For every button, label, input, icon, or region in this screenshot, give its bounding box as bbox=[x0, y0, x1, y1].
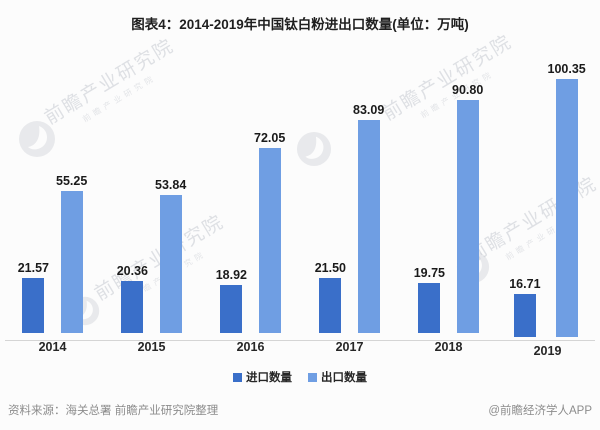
x-axis-label-2014: 2014 bbox=[38, 340, 67, 355]
import-bar-2019 bbox=[513, 294, 536, 338]
bar-pair-2019: 16.71 100.35 bbox=[498, 62, 597, 338]
import-value-label-2019: 16.71 bbox=[509, 277, 541, 292]
bar-group-2017: 21.50 83.09 2017 bbox=[300, 62, 399, 360]
bar-pair-2015: 20.36 53.84 bbox=[102, 62, 201, 334]
legend-label-export: 出口数量 bbox=[321, 372, 367, 384]
import-bar-wrap-2016: 18.92 bbox=[216, 268, 247, 334]
x-axis-line bbox=[5, 340, 595, 341]
x-axis-label-2017: 2017 bbox=[335, 340, 364, 355]
import-bar-wrap-2014: 21.57 bbox=[18, 261, 49, 334]
export-bar-2014 bbox=[60, 191, 83, 334]
export-legend-swatch-icon bbox=[308, 372, 317, 382]
export-bar-2019 bbox=[555, 79, 578, 338]
bar-group-2019: 16.71 100.35 2019 bbox=[498, 62, 597, 360]
import-value-label-2016: 18.92 bbox=[215, 267, 247, 282]
export-bar-2016 bbox=[258, 147, 281, 334]
export-value-label-2014: 55.25 bbox=[56, 174, 88, 189]
export-bar-2018 bbox=[456, 99, 479, 334]
import-bar-wrap-2017: 21.50 bbox=[314, 261, 346, 334]
export-bar-2015 bbox=[159, 194, 182, 334]
bar-pair-2016: 18.92 72.05 bbox=[201, 62, 300, 334]
legend-item-import: 进口数量 bbox=[233, 369, 292, 385]
x-axis-label-2019: 2019 bbox=[533, 344, 562, 359]
legend: 进口数量 出口数量 bbox=[0, 369, 600, 385]
bar-pair-2018: 19.75 90.80 bbox=[399, 62, 498, 334]
import-bar-wrap-2015: 20.36 bbox=[116, 264, 148, 334]
import-value-label-2018: 19.75 bbox=[413, 265, 445, 280]
import-legend-swatch-icon bbox=[233, 372, 242, 382]
export-value-label-2017: 83.09 bbox=[353, 102, 385, 117]
plot-area: 21.57 55.25 2014 20.36 53.84 2015 18.92 72.05 20… bbox=[3, 62, 597, 360]
export-bar-wrap-2019: 100.35 bbox=[547, 62, 586, 338]
import-bar-2016 bbox=[220, 284, 243, 334]
chart-title: 图表4：2014-2019年中国钛白粉进出口数量(单位：万吨) bbox=[131, 17, 469, 32]
bar-group-2016: 18.92 72.05 2016 bbox=[201, 62, 300, 360]
bar-group-2018: 19.75 90.80 2018 bbox=[399, 62, 498, 360]
export-bar-2017 bbox=[357, 119, 380, 334]
bar-pair-2014: 21.57 55.25 bbox=[3, 62, 102, 334]
import-bar-wrap-2019: 16.71 bbox=[509, 277, 541, 338]
export-bar-wrap-2016: 72.05 bbox=[254, 131, 285, 334]
x-axis-label-2018: 2018 bbox=[434, 340, 463, 355]
import-bar-2015 bbox=[121, 281, 144, 334]
export-value-label-2015: 53.84 bbox=[155, 177, 187, 192]
import-bar-2014 bbox=[22, 277, 45, 334]
import-value-label-2017: 21.50 bbox=[314, 261, 346, 276]
export-bar-wrap-2014: 55.25 bbox=[56, 174, 88, 334]
import-bar-2017 bbox=[319, 278, 342, 334]
credit-note: @前瞻经济学人APP bbox=[488, 405, 592, 417]
export-bar-wrap-2015: 53.84 bbox=[155, 178, 186, 334]
export-value-label-2016: 72.05 bbox=[254, 130, 286, 145]
export-value-label-2019: 100.35 bbox=[547, 62, 586, 76]
import-value-label-2014: 21.57 bbox=[17, 260, 49, 275]
legend-item-export: 出口数量 bbox=[308, 369, 367, 385]
source-note: 资料来源：海关总署 前瞻产业研究院整理 bbox=[8, 405, 219, 417]
footer: 资料来源：海关总署 前瞻产业研究院整理 @前瞻经济学人APP bbox=[8, 402, 592, 418]
bar-group-2015: 20.36 53.84 2015 bbox=[102, 62, 201, 360]
import-bar-2018 bbox=[418, 282, 441, 334]
x-axis-label-2016: 2016 bbox=[236, 340, 265, 355]
import-bar-wrap-2018: 19.75 bbox=[414, 266, 445, 334]
export-value-label-2018: 90.80 bbox=[452, 82, 484, 97]
x-axis-label-2015: 2015 bbox=[137, 340, 166, 355]
bar-group-2014: 21.57 55.25 2014 bbox=[3, 62, 102, 360]
bar-pair-2017: 21.50 83.09 bbox=[300, 62, 399, 334]
export-bar-wrap-2018: 90.80 bbox=[452, 83, 483, 334]
export-bar-wrap-2017: 83.09 bbox=[353, 103, 384, 334]
import-value-label-2015: 20.36 bbox=[116, 264, 148, 279]
legend-label-import: 进口数量 bbox=[246, 372, 292, 384]
